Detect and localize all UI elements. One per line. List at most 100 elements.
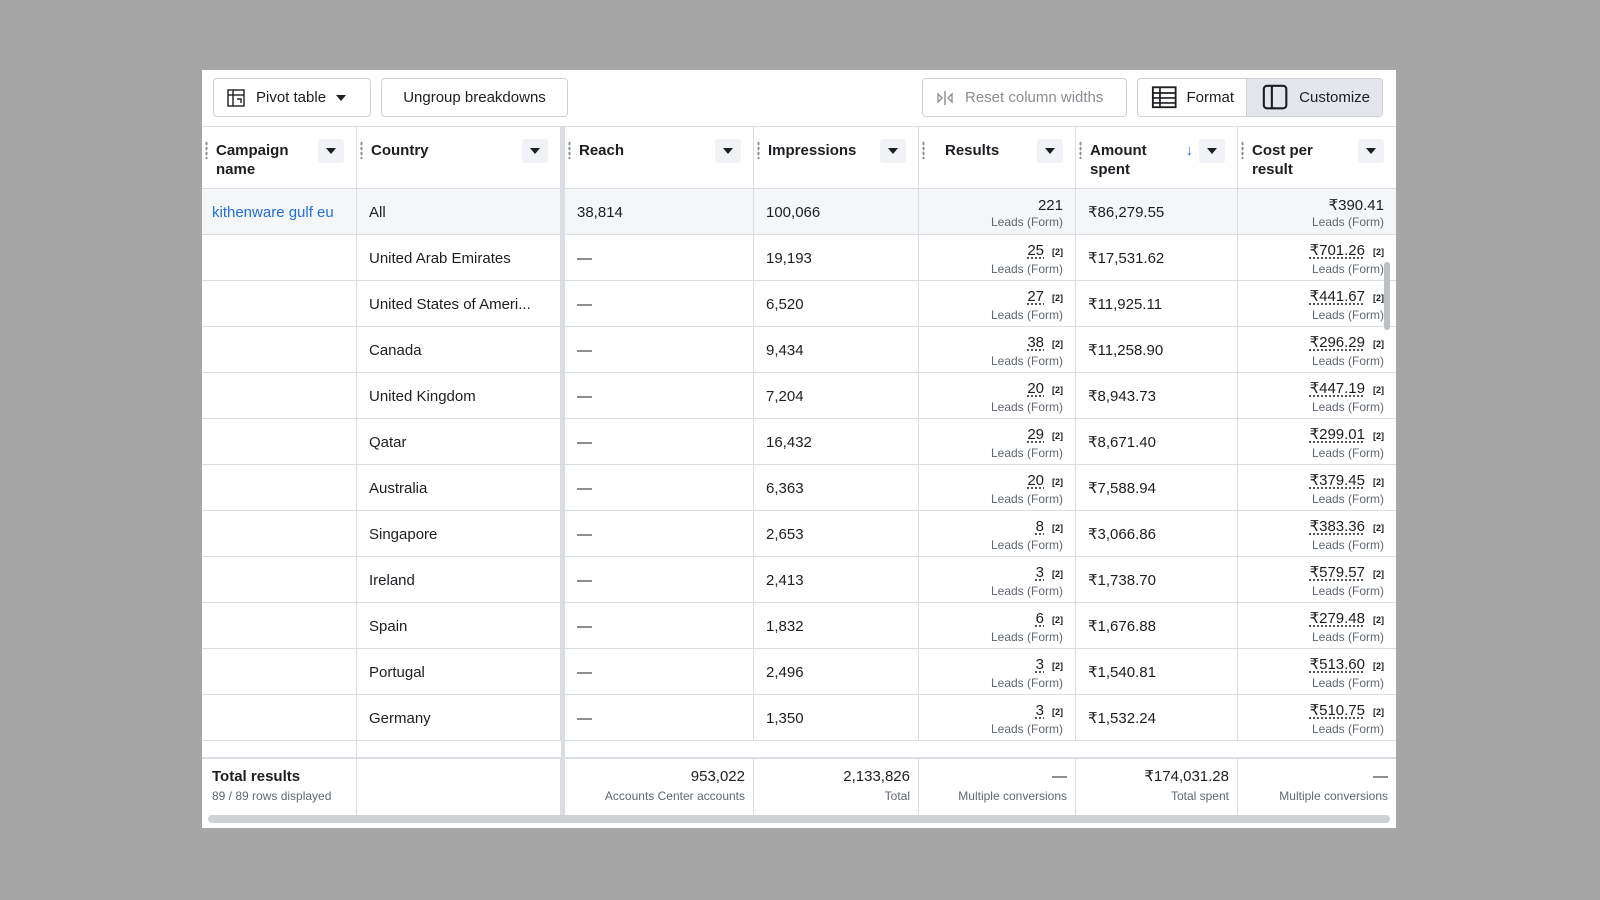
drag-handle-icon[interactable] <box>757 141 760 159</box>
table-row[interactable]: Canada — 9,434 38 [2] Leads (Form) ₹11,258.90 ₹… <box>202 327 1396 373</box>
campaign-name-cell[interactable]: kithenware gulf eu <box>202 189 357 235</box>
cpr-value[interactable]: ₹513.60 <box>1309 656 1365 673</box>
reference-mark[interactable]: [2] <box>1052 707 1063 717</box>
column-title: Amount spent <box>1090 142 1147 178</box>
reference-mark[interactable]: [2] <box>1373 247 1384 257</box>
reference-mark[interactable]: [2] <box>1052 293 1063 303</box>
results-value[interactable]: 20 <box>1027 380 1044 397</box>
table-row[interactable]: Germany — 1,350 3 [2] Leads (Form) ₹1,532.24 ₹5… <box>202 695 1396 741</box>
reference-mark[interactable]: [2] <box>1052 247 1063 257</box>
amount-cell: ₹8,943.73 <box>1076 373 1238 419</box>
results-value[interactable]: 27 <box>1027 288 1044 305</box>
ungroup-breakdowns-button[interactable]: Ungroup breakdowns <box>381 78 568 117</box>
table-row[interactable]: United Kingdom — 7,204 20 [2] Leads (Form) ₹8,… <box>202 373 1396 419</box>
chevron-down-icon <box>888 148 898 154</box>
results-value[interactable]: 29 <box>1027 426 1044 443</box>
reference-mark[interactable]: [2] <box>1052 431 1063 441</box>
cpr-value[interactable]: ₹296.29 <box>1309 334 1365 351</box>
cpr-value[interactable]: ₹279.48 <box>1309 610 1365 627</box>
table-row[interactable]: United States of Ameri... — 6,520 27 [2] Lead… <box>202 281 1396 327</box>
pivot-table-dropdown[interactable]: Pivot table <box>213 78 371 117</box>
reference-mark[interactable]: [2] <box>1373 339 1384 349</box>
drag-handle-icon[interactable] <box>922 141 925 159</box>
drag-handle-icon[interactable] <box>568 141 571 159</box>
results-value[interactable]: 8 <box>1035 518 1044 535</box>
totals-cost-per-result: — Multiple conversions <box>1238 759 1396 815</box>
horizontal-scrollbar[interactable] <box>208 815 1390 823</box>
reference-mark[interactable]: [2] <box>1052 615 1063 625</box>
reference-mark[interactable]: [2] <box>1052 661 1063 671</box>
reference-mark[interactable]: [2] <box>1373 523 1384 533</box>
results-value[interactable]: 3 <box>1035 564 1044 581</box>
drag-handle-icon[interactable] <box>205 141 208 159</box>
cpr-value[interactable]: ₹299.01 <box>1309 426 1365 443</box>
column-header-campaign-name[interactable]: Campaign name <box>202 127 357 189</box>
drag-handle-icon[interactable] <box>1241 141 1244 159</box>
reference-mark[interactable]: [2] <box>1052 339 1063 349</box>
table-row[interactable]: Portugal — 2,496 3 [2] Leads (Form) ₹1,540.81 ₹… <box>202 649 1396 695</box>
results-value[interactable]: 38 <box>1027 334 1044 351</box>
column-header-amount-spent[interactable]: Amount spent ↓ <box>1076 127 1238 189</box>
cpr-value[interactable]: ₹447.19 <box>1309 380 1365 397</box>
reference-mark[interactable]: [2] <box>1052 523 1063 533</box>
column-menu-button[interactable] <box>318 139 344 163</box>
results-value[interactable]: 3 <box>1035 656 1044 673</box>
reference-mark[interactable]: [2] <box>1052 477 1063 487</box>
frozen-column-divider[interactable] <box>561 127 565 815</box>
table-row[interactable]: Spain — 1,832 6 [2] Leads (Form) ₹1,676.88 ₹279… <box>202 603 1396 649</box>
format-button[interactable]: Format <box>1138 79 1246 116</box>
chevron-down-icon <box>326 148 336 154</box>
results-value[interactable]: 25 <box>1027 242 1044 259</box>
reference-mark[interactable]: [2] <box>1373 293 1384 303</box>
reference-mark[interactable]: [2] <box>1052 569 1063 579</box>
reference-mark[interactable]: [2] <box>1373 707 1384 717</box>
column-menu-button[interactable] <box>1199 139 1225 163</box>
reference-mark[interactable]: [2] <box>1373 385 1384 395</box>
impressions-value: 6,363 <box>766 479 804 497</box>
vertical-scrollbar[interactable] <box>1384 262 1390 330</box>
country-cell: Spain <box>357 603 561 649</box>
column-menu-button[interactable] <box>522 139 548 163</box>
table-row[interactable]: kithenware gulf eu All 38,814 100,066 221 Lea… <box>202 189 1396 235</box>
column-header-results[interactable]: Results <box>919 127 1076 189</box>
reference-mark[interactable]: [2] <box>1052 385 1063 395</box>
customize-button[interactable]: Customize <box>1246 79 1382 116</box>
cpr-value[interactable]: ₹579.57 <box>1309 564 1365 581</box>
results-cell: 20 [2] Leads (Form) <box>919 465 1076 511</box>
column-menu-button[interactable] <box>1037 139 1063 163</box>
impressions-cell: 6,520 <box>754 281 919 327</box>
column-header-reach[interactable]: Reach <box>565 127 754 189</box>
table-row[interactable]: Singapore — 2,653 8 [2] Leads (Form) ₹3,066.86… <box>202 511 1396 557</box>
column-header-country[interactable]: Country <box>357 127 561 189</box>
reference-mark[interactable]: [2] <box>1373 431 1384 441</box>
table-row[interactable]: Australia — 6,363 20 [2] Leads (Form) ₹7,588.9… <box>202 465 1396 511</box>
cpr-value[interactable]: ₹383.36 <box>1309 518 1365 535</box>
column-menu-button[interactable] <box>880 139 906 163</box>
table-row[interactable]: Qatar — 16,432 29 [2] Leads (Form) ₹8,671.40 ₹2… <box>202 419 1396 465</box>
cpr-value[interactable]: ₹701.26 <box>1309 242 1365 259</box>
sort-descending-icon[interactable]: ↓ <box>1185 142 1194 159</box>
results-value[interactable]: 3 <box>1035 702 1044 719</box>
reference-mark[interactable]: [2] <box>1373 615 1384 625</box>
totals-country <box>357 759 561 815</box>
cpr-value[interactable]: ₹441.67 <box>1309 288 1365 305</box>
reference-mark[interactable]: [2] <box>1373 477 1384 487</box>
cpr-value[interactable]: ₹510.75 <box>1309 702 1365 719</box>
drag-handle-icon[interactable] <box>360 141 363 159</box>
column-menu-button[interactable] <box>715 139 741 163</box>
reset-column-widths-button[interactable]: Reset column widths <box>922 78 1127 117</box>
drag-handle-icon[interactable] <box>1079 141 1082 159</box>
column-header-impressions[interactable]: Impressions <box>754 127 919 189</box>
table-row[interactable]: Ireland — 2,413 3 [2] Leads (Form) ₹1,738.70 ₹5… <box>202 557 1396 603</box>
cpr-value[interactable]: ₹379.45 <box>1309 472 1365 489</box>
campaign-name-link[interactable]: kithenware gulf eu <box>212 203 334 221</box>
column-menu-button[interactable] <box>1358 139 1384 163</box>
table-row[interactable]: United Arab Emirates — 19,193 25 [2] Leads (F… <box>202 235 1396 281</box>
results-value[interactable]: 20 <box>1027 472 1044 489</box>
reference-mark[interactable]: [2] <box>1373 569 1384 579</box>
results-value[interactable]: 6 <box>1035 610 1044 627</box>
column-header-cost-per-result[interactable]: Cost per result <box>1238 127 1396 189</box>
country-value: Singapore <box>369 525 438 543</box>
reference-mark[interactable]: [2] <box>1373 661 1384 671</box>
cpr-cell: ₹447.19 [2] Leads (Form) <box>1238 373 1396 419</box>
